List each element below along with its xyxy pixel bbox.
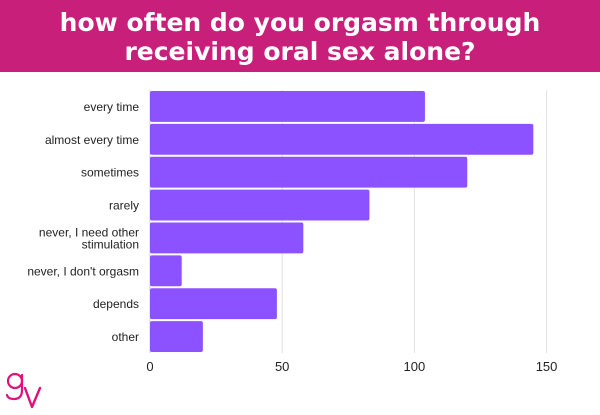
category-label: never, I need other — [39, 225, 139, 239]
bar-chart: 0 50 100 150 every time almost every time some… — [27, 90, 558, 374]
category-label: depends — [93, 297, 139, 311]
bar-7 — [150, 321, 203, 352]
bar-2 — [150, 156, 468, 188]
category-label: rarely — [109, 199, 139, 213]
chart-title-line-1: how often do you orgasm through — [59, 8, 541, 37]
brand-logo — [5, 372, 42, 409]
chart-title-banner: how often do you orgasm through receivin… — [0, 0, 600, 72]
x-tick-label: 50 — [275, 359, 289, 374]
bar-4 — [150, 222, 304, 254]
x-tick-label: 100 — [404, 359, 426, 374]
category-label: stimulation — [82, 237, 139, 251]
category-label: every time — [84, 100, 140, 114]
bar-1 — [150, 123, 534, 155]
chart-title-line-2: receiving oral sex alone? — [124, 37, 476, 66]
category-label: almost every time — [45, 133, 139, 147]
category-label: sometimes — [81, 166, 139, 180]
x-tick-label: 150 — [536, 359, 558, 374]
category-label: other — [112, 330, 139, 344]
x-tick-label: 0 — [146, 359, 153, 374]
category-label: never, I don't orgasm — [27, 264, 139, 278]
bar-5 — [150, 255, 182, 287]
bar-6 — [150, 288, 277, 320]
bar-0 — [150, 91, 425, 122]
bar-3 — [150, 189, 370, 221]
